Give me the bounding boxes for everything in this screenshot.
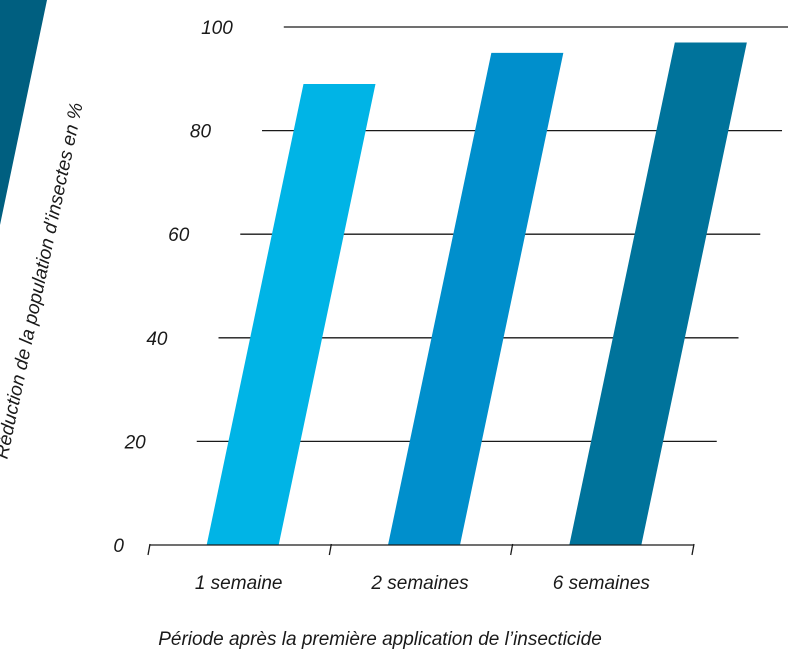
- x-tick-label: 2 semaines: [370, 573, 469, 594]
- x-axis-title: Période après la première application de…: [158, 629, 602, 650]
- x-tick-mark: [147, 543, 151, 556]
- x-axis: 1 semaine 2 semaines 6 semaines: [147, 543, 695, 594]
- bar-1: [206, 83, 376, 545]
- y-axis-ticks: 0 20 40 60 80 100: [113, 18, 233, 557]
- bar-2: [388, 52, 564, 546]
- bars: [206, 42, 747, 546]
- y-tick-label: 60: [168, 225, 190, 246]
- x-tick-mark: [328, 543, 332, 556]
- x-tick-label: 1 semaine: [195, 573, 283, 594]
- x-tick-mark: [691, 543, 695, 556]
- bar-3: [569, 42, 747, 545]
- x-tick-label: 6 semaines: [553, 573, 651, 594]
- y-tick-label: 80: [190, 122, 212, 143]
- y-tick-label: 100: [201, 18, 233, 39]
- y-tick-label: 0: [113, 536, 124, 557]
- y-tick-label: 20: [124, 432, 147, 453]
- y-tick-label: 40: [146, 329, 168, 350]
- x-tick-mark: [510, 543, 514, 556]
- corner-decoration: [0, 0, 47, 225]
